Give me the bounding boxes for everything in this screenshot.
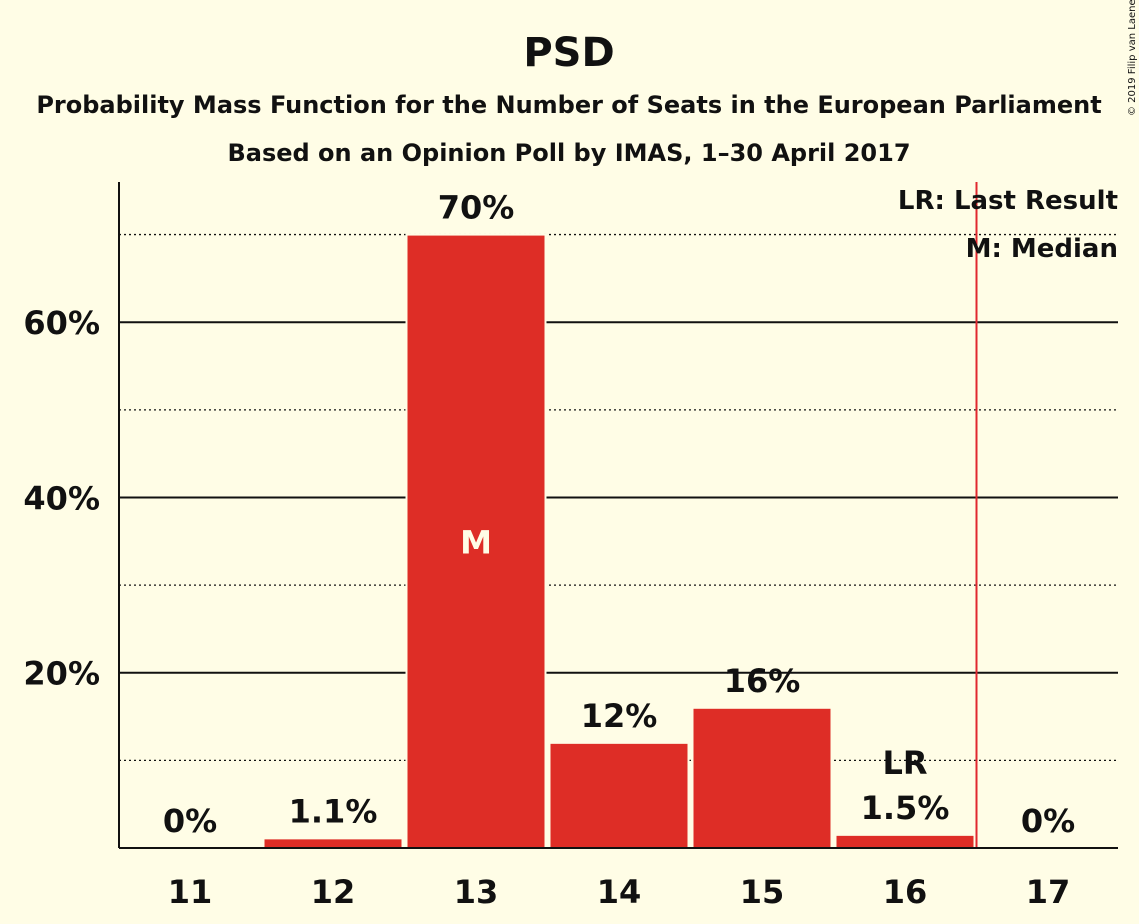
value-label: 70% xyxy=(438,189,515,227)
value-label: 1.5% xyxy=(861,789,950,827)
chart-subtitle-1: Probability Mass Function for the Number… xyxy=(36,91,1101,119)
value-label: 1.1% xyxy=(289,792,378,830)
x-tick-label: 11 xyxy=(168,873,213,911)
data-labels: 0% 1.1% 70% M 12% 16% 1.5% LR 0% xyxy=(163,189,1075,840)
value-label: 0% xyxy=(1021,802,1075,840)
y-tick-label: 40% xyxy=(23,479,100,517)
chart-subtitle-2: Based on an Opinion Poll by IMAS, 1–30 A… xyxy=(227,139,910,167)
bar xyxy=(548,741,690,849)
bar xyxy=(262,837,404,850)
x-tick-label: 14 xyxy=(597,873,642,911)
legend-median: M: Median xyxy=(966,234,1118,264)
bar xyxy=(691,706,833,850)
median-marker: M xyxy=(460,523,492,561)
legend-last-result: LR: Last Result xyxy=(898,186,1118,216)
x-tick-label: 16 xyxy=(883,873,928,911)
copyright-note: © 2019 Filip van Laenen xyxy=(1127,0,1138,116)
x-tick-label: 13 xyxy=(454,873,499,911)
y-tick-label: 20% xyxy=(23,655,100,693)
value-label: 16% xyxy=(724,662,801,700)
value-label: 0% xyxy=(163,802,217,840)
value-label: 12% xyxy=(581,697,658,735)
y-tick-label: 60% xyxy=(23,304,100,342)
bars xyxy=(262,233,976,850)
x-tick-label: 12 xyxy=(311,873,356,911)
last-result-marker: LR xyxy=(882,744,927,782)
axes: 20% 40% 60% 11 12 13 14 15 16 17 xyxy=(23,182,1118,911)
bar xyxy=(405,233,547,850)
x-tick-label: 15 xyxy=(740,873,785,911)
chart-title: PSD xyxy=(523,30,614,76)
x-tick-label: 17 xyxy=(1026,873,1071,911)
bar xyxy=(834,833,976,850)
gridlines xyxy=(119,233,1118,762)
